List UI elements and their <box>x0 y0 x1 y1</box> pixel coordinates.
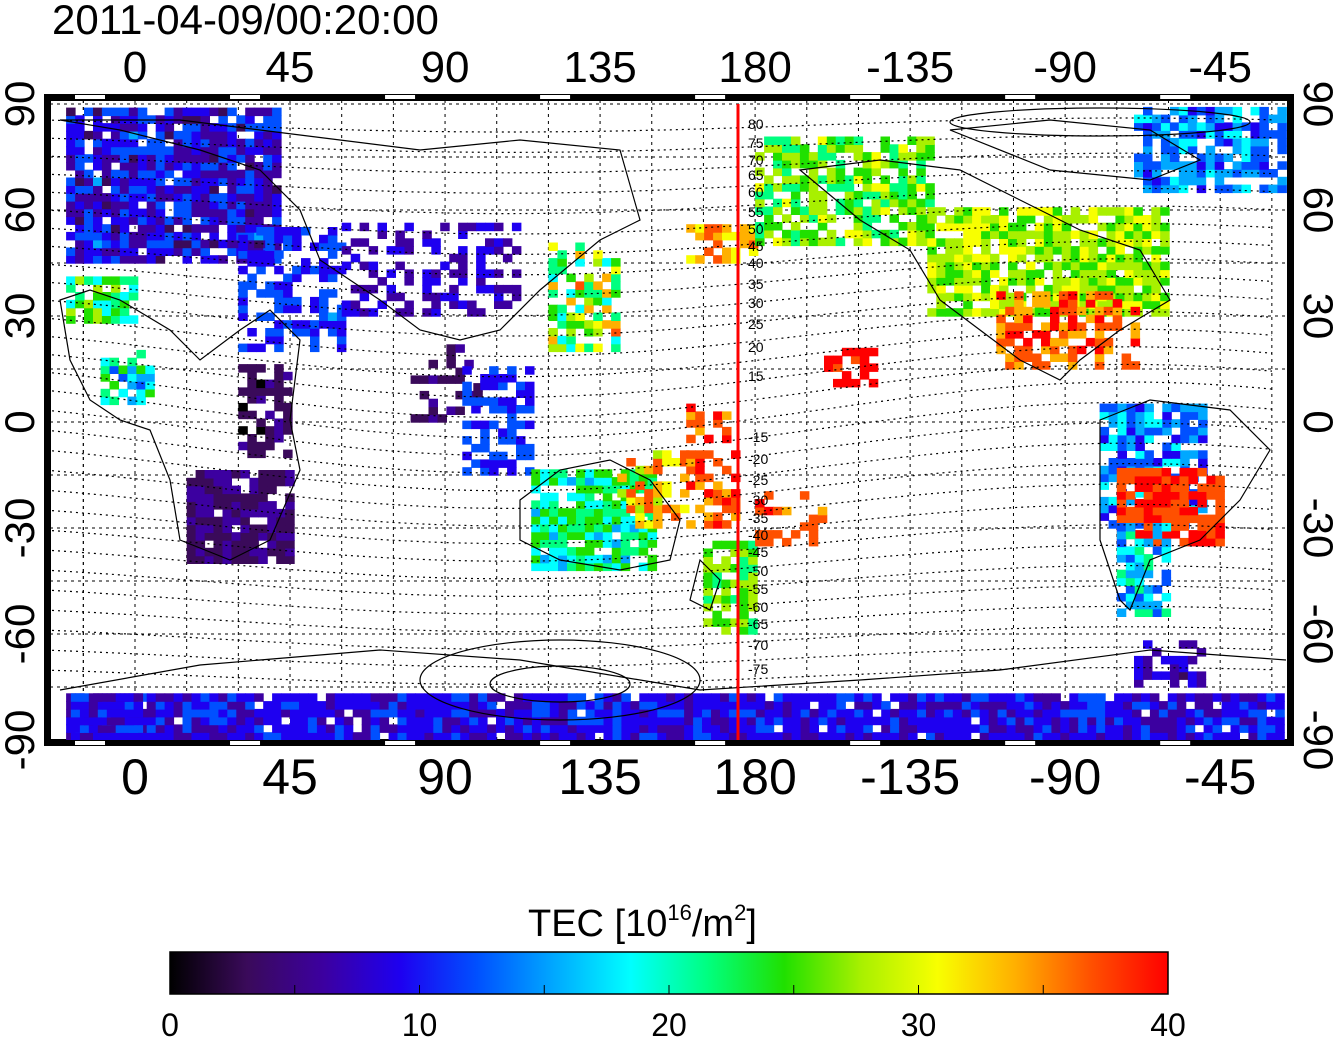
maglat-label: 30 <box>748 295 764 311</box>
maglat-label: -70 <box>748 637 768 653</box>
top-lon-label: -135 <box>866 43 955 92</box>
right-lat-label: 90 <box>1295 80 1340 128</box>
top-lon-label: 0 <box>122 43 148 92</box>
maglat-label: 70 <box>748 152 764 168</box>
maglat-label: 65 <box>748 167 764 183</box>
maglat-label: 60 <box>748 184 764 200</box>
maglat-label: -15 <box>748 429 768 445</box>
left-lat-label: 30 <box>0 292 43 340</box>
right-lat-label: -30 <box>1295 497 1340 559</box>
colorbar-title-unit-exponent: 2 <box>734 900 747 925</box>
bottom-lon-label: -135 <box>860 749 961 805</box>
bottom-lon-label: 135 <box>558 749 642 805</box>
maglat-label: 50 <box>748 221 764 237</box>
right-lat-label: 30 <box>1295 292 1340 340</box>
left-lat-label: 60 <box>0 186 43 234</box>
left-lat-label: -60 <box>0 603 43 665</box>
frame-ticks <box>44 94 1294 746</box>
bottom-lon-label: 180 <box>713 749 797 805</box>
maglat-label: -35 <box>748 510 768 526</box>
maglat-label: 20 <box>748 339 764 355</box>
maglat-label: 40 <box>748 255 764 271</box>
right-lat-label: -60 <box>1295 603 1340 665</box>
left-lat-label: 0 <box>0 410 43 434</box>
maglat-label: 35 <box>748 276 764 292</box>
maglat-label: 25 <box>748 316 764 332</box>
top-lon-label: 45 <box>265 43 315 92</box>
maglat-label: -60 <box>748 599 768 615</box>
colorbar-tick-label: 40 <box>1150 1007 1186 1043</box>
right-lat-label: 0 <box>1295 410 1340 434</box>
left-lat-label: 90 <box>0 80 43 128</box>
colorbar-tick-label: 0 <box>161 1007 179 1043</box>
bottom-lon-label: 0 <box>121 749 149 805</box>
top-lon-label: 135 <box>563 43 637 92</box>
bottom-lon-label: 45 <box>262 749 318 805</box>
colorbar-tick-label: 10 <box>401 1007 438 1043</box>
colorbar-tick-label: 20 <box>651 1007 687 1043</box>
colorbar-ticks <box>169 985 1169 994</box>
colorbar-tick-label: 30 <box>900 1007 937 1043</box>
timestamp-title: 2011-04-09/00:20:00 <box>52 0 439 43</box>
maglat-label: -50 <box>748 563 768 579</box>
left-lat-label: -30 <box>0 497 43 559</box>
tec-data-patches <box>66 106 1287 741</box>
maglat-label: -20 <box>748 451 768 467</box>
colorbar-title-exponent: 16 <box>667 900 692 925</box>
magnetic-latitude-contours <box>51 117 1273 685</box>
maglat-label: 55 <box>748 204 764 220</box>
maglat-label: 80 <box>748 116 764 132</box>
colorbar-title-main: TEC [10 <box>528 903 668 945</box>
maglat-label: -65 <box>748 616 768 632</box>
top-lon-label: 90 <box>420 43 470 92</box>
top-lon-label: -90 <box>1033 43 1097 92</box>
colorbar-title-close: ] <box>746 903 757 945</box>
colorbar-title-unit: /m <box>691 903 735 945</box>
maglat-label: 75 <box>748 135 764 151</box>
right-lat-label: 60 <box>1295 186 1340 234</box>
maglat-label: 45 <box>748 238 764 254</box>
maglat-label: -30 <box>748 492 768 508</box>
bottom-lon-label: -90 <box>1029 749 1102 805</box>
maglat-label: -40 <box>748 527 768 543</box>
left-lat-label: -90 <box>0 709 43 771</box>
maglat-label: -55 <box>748 581 768 597</box>
top-lon-label: -45 <box>1188 43 1252 92</box>
maglat-label: -25 <box>748 472 768 488</box>
colorbar-title: TEC [1016/m2] <box>528 888 757 949</box>
maglat-label: 15 <box>748 368 764 384</box>
coastlines <box>59 107 1287 721</box>
top-lon-label: 180 <box>718 43 792 92</box>
bottom-lon-label: 90 <box>417 749 473 805</box>
maglat-label: -75 <box>748 661 768 677</box>
bottom-lon-label: -45 <box>1184 749 1257 805</box>
maglat-label: -45 <box>748 544 768 560</box>
right-lat-label: -90 <box>1295 709 1340 771</box>
